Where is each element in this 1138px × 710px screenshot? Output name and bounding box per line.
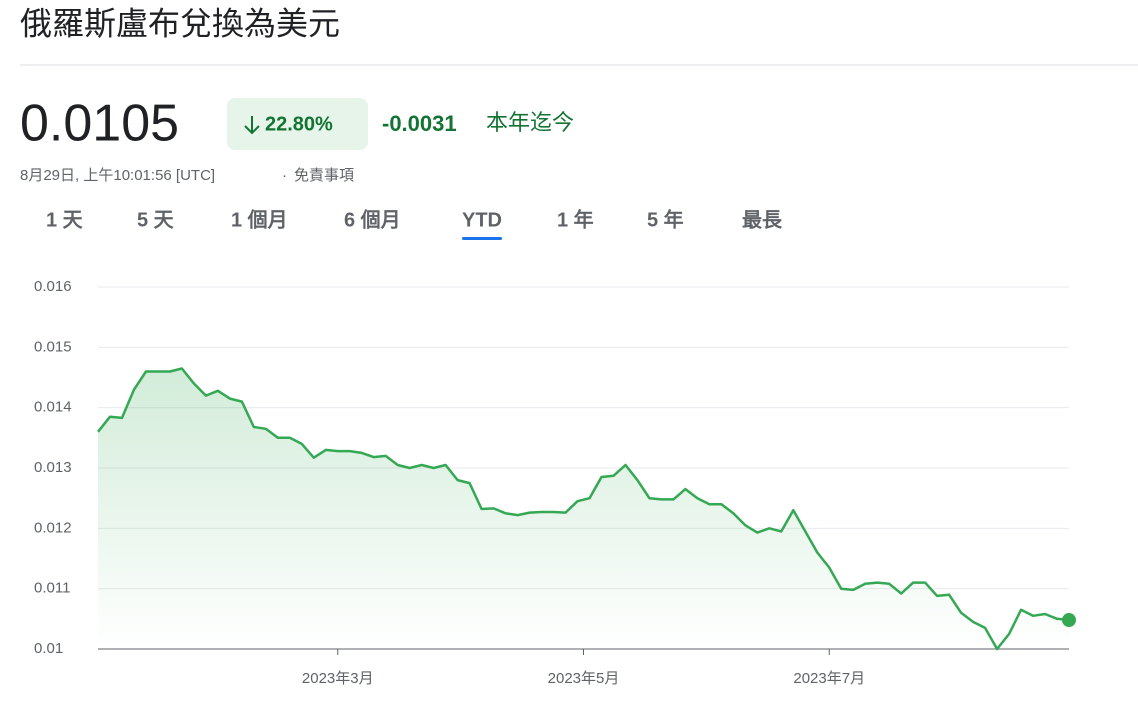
area-fill [98,368,1069,649]
y-tick-label: 0.013 [34,459,72,476]
period-label: 本年迄今 [486,110,574,135]
price: 0.0105 [20,95,179,153]
range-tab[interactable]: YTD [462,209,502,231]
range-tab[interactable]: 1 年 [557,207,594,231]
y-tick-label: 0.01 [34,640,63,657]
range-tab[interactable]: 6 個月 [344,208,401,231]
range-tab[interactable]: 最長 [742,208,783,231]
x-tick-label: 2023年5月 [548,670,620,687]
active-tab-indicator [462,237,502,240]
range-tab[interactable]: 1 天 [46,209,84,231]
range-tab[interactable]: 5 天 [137,209,175,231]
chart: 0.01 0.011 0.012 0.013 0.014 0.015 0.016 2023年3… [34,278,1076,687]
last-point [1062,613,1076,628]
change-value: -0.0031 [382,111,457,136]
separator: · [282,167,287,184]
x-tick-label: 2023年7月 [793,670,865,687]
y-tick-label: 0.015 [34,338,72,355]
y-tick-label: 0.014 [34,399,72,416]
down-arrow [244,116,260,135]
x-tick-label: 2023年3月 [302,670,374,687]
page-title: 俄羅斯盧布兌換為美元 [20,5,340,41]
change-badge [227,98,368,150]
change-percent: 22.80% [265,113,333,135]
y-tick-label: 0.012 [34,519,72,536]
price-line [97,367,1070,651]
timestamp: 8月29日, 上午10:01:56 [UTC] [20,167,215,184]
y-tick-label: 0.011 [34,580,70,597]
range-tabs: 1 天 5 天 1 個月 6 個月 YTD 1 年 5 年 最長 [46,207,783,240]
disclaimer-link[interactable]: 免責事項 [294,167,354,184]
range-tab[interactable]: 5 年 [647,207,684,231]
y-tick-label: 0.016 [34,278,72,295]
range-tab[interactable]: 1 個月 [231,208,288,231]
